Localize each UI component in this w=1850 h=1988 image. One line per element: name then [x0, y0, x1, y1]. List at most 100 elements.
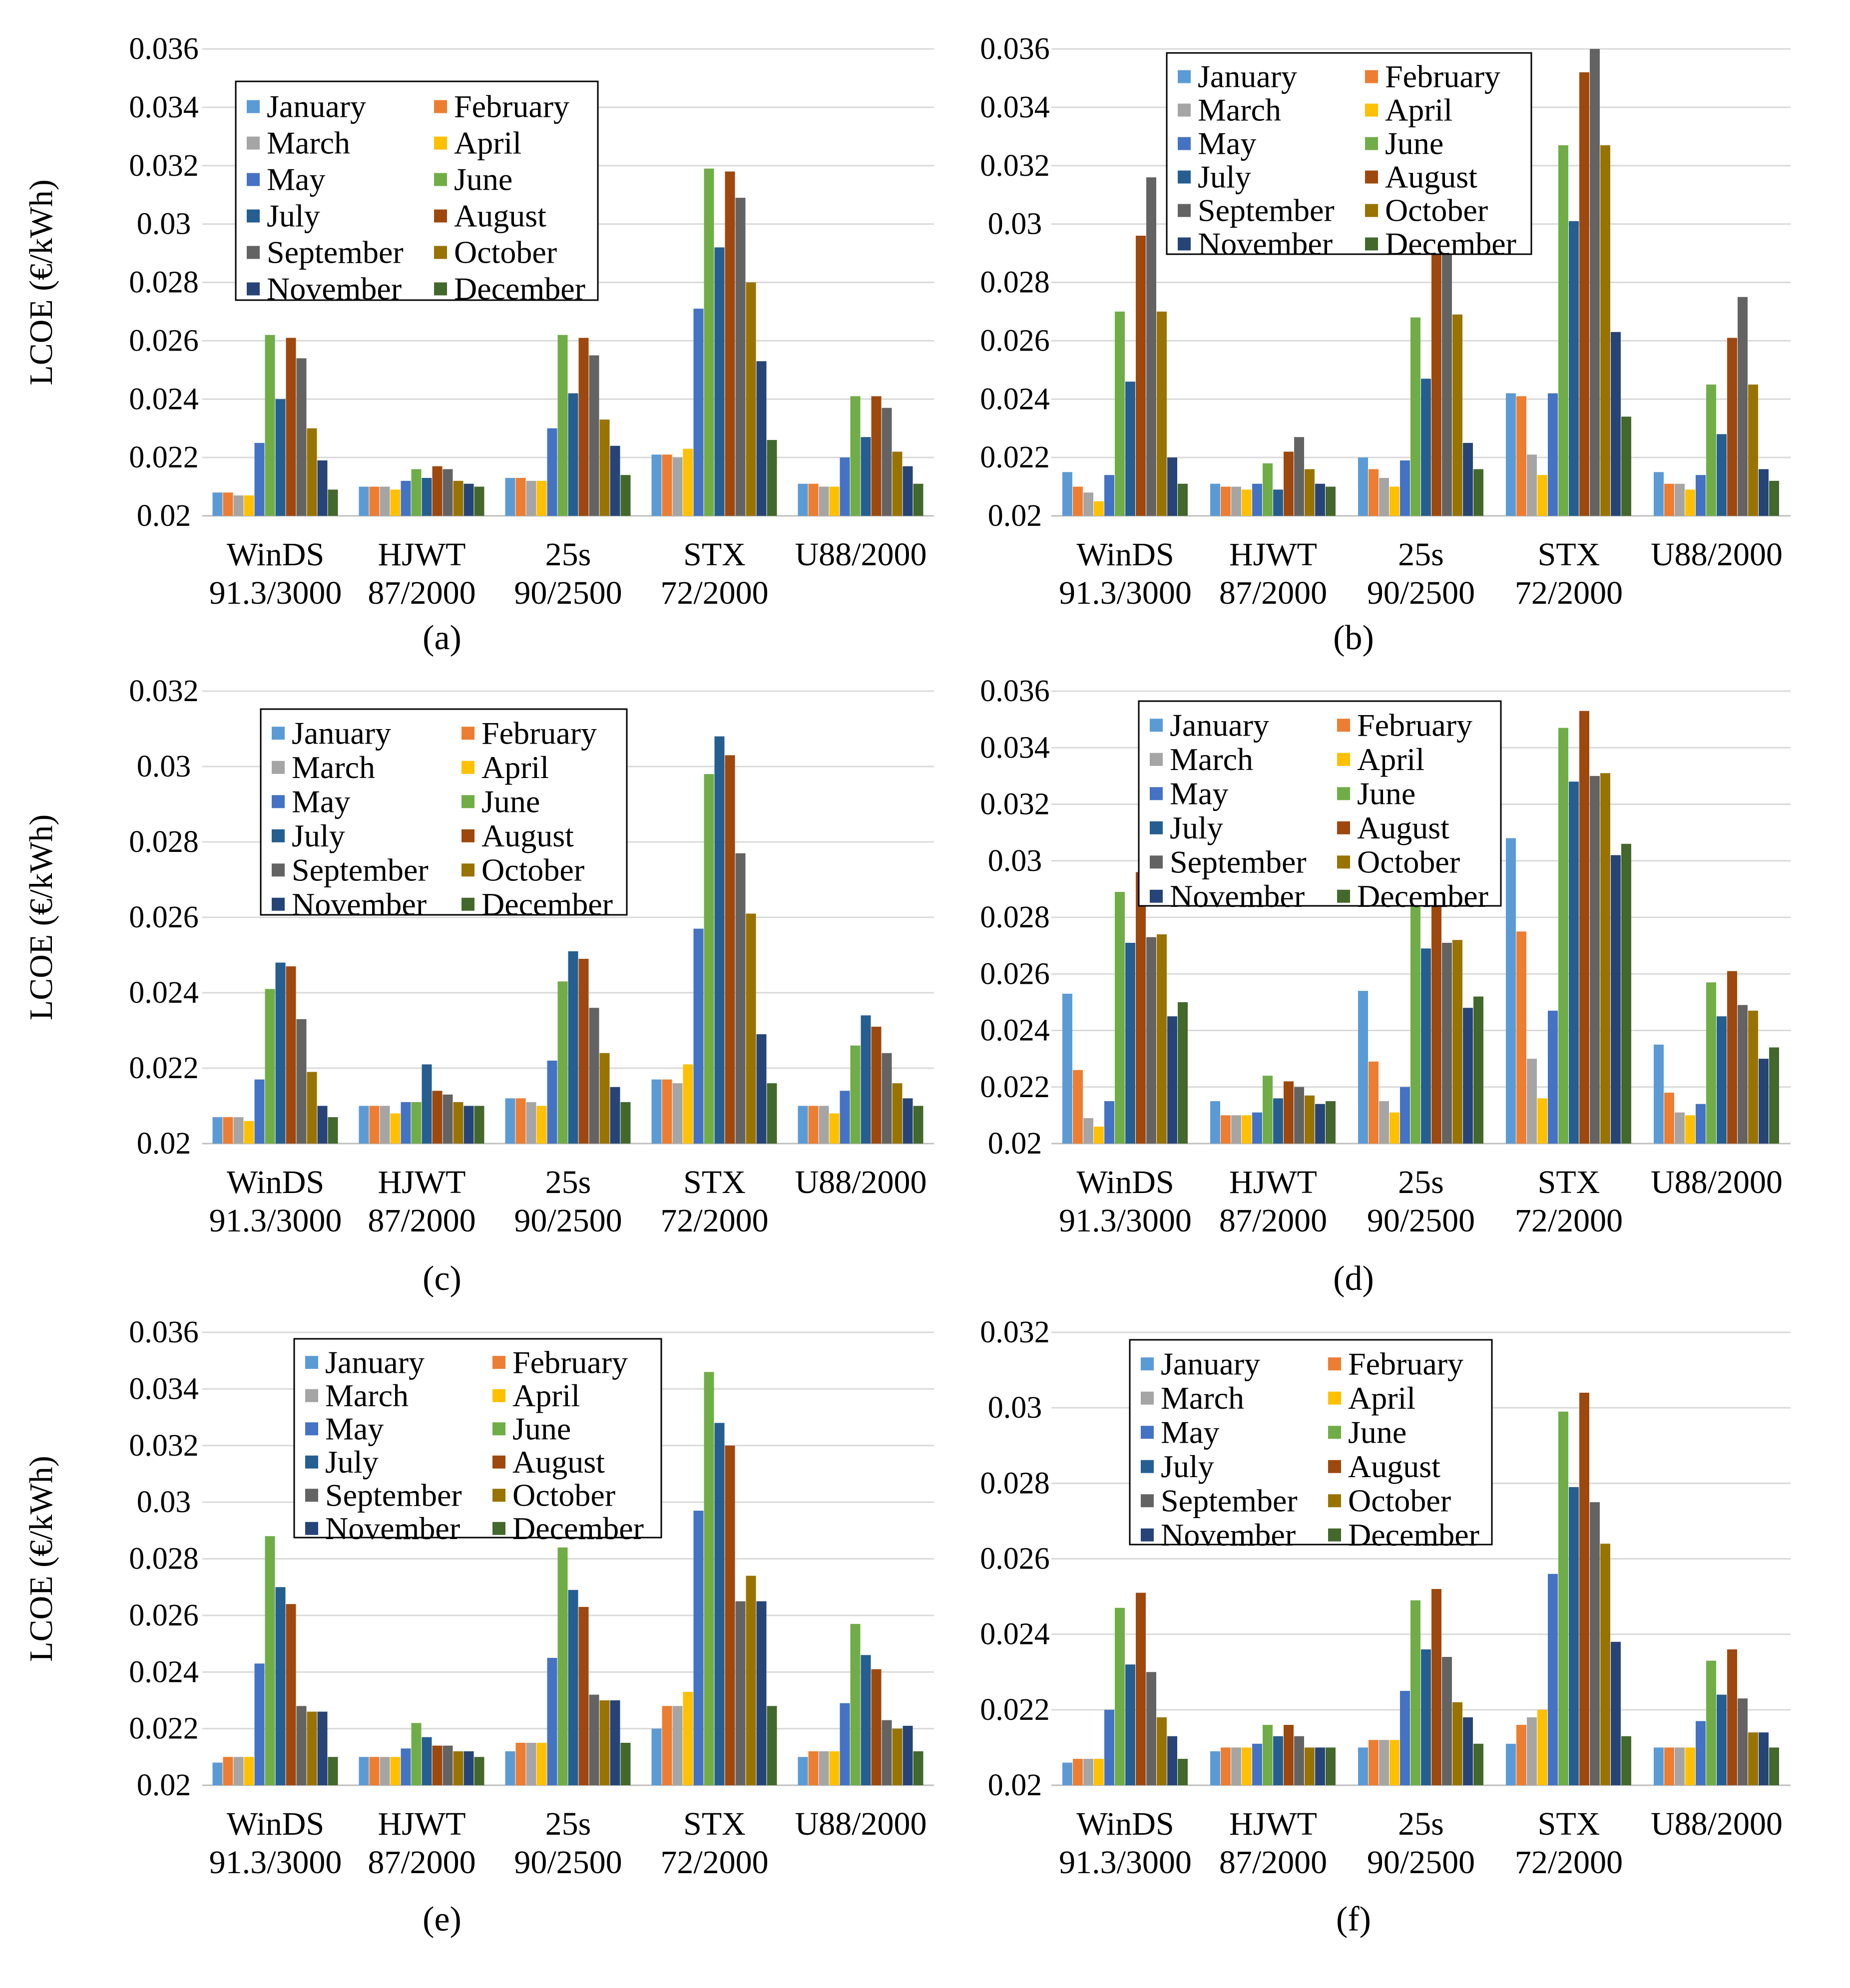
legend-swatch-september [1150, 855, 1163, 869]
bar-march-1 [1083, 492, 1093, 516]
legend-swatch-november [1141, 1528, 1154, 1542]
bar-june-1 [1115, 311, 1125, 516]
y-tick-label: 0.024 [980, 1617, 1050, 1651]
bar-august-3 [578, 1606, 589, 1785]
bar-february-1 [1073, 486, 1083, 516]
legend-label-september: September [1198, 193, 1335, 228]
x-tick-label: HJWT [378, 1806, 466, 1842]
bar-january-5 [1654, 472, 1664, 516]
legend-label-september: September [1161, 1483, 1298, 1518]
bar-october-3 [599, 1053, 610, 1144]
bar-july-3 [1421, 948, 1431, 1144]
bar-march-2 [1231, 486, 1241, 516]
legend-label-july: July [325, 1444, 379, 1480]
bar-february-4 [662, 454, 672, 516]
legend-swatch-november [1178, 237, 1191, 251]
bar-august-1 [1136, 872, 1146, 1144]
bar-september-5 [882, 1053, 892, 1144]
bar-may-1 [1104, 1101, 1114, 1144]
legend-label-july: July [1161, 1449, 1214, 1484]
legend-swatch-july [1178, 170, 1191, 184]
legend-label-july: July [1170, 810, 1223, 845]
bar-june-4 [704, 774, 714, 1144]
y-tick-label: 0.022 [129, 1051, 199, 1085]
bar-november-1 [1167, 1016, 1177, 1144]
bar-july-2 [422, 1737, 432, 1785]
legend-label-november: November [1170, 878, 1305, 914]
bar-november-3 [1463, 1008, 1473, 1144]
bar-august-1 [286, 338, 296, 516]
legend-swatch-january [247, 100, 260, 113]
bar-may-2 [1252, 1112, 1262, 1144]
x-tick-label-line2: 87/2000 [368, 575, 475, 611]
y-tick-label: 0.028 [980, 900, 1050, 934]
bar-june-5 [850, 1623, 861, 1785]
bar-may-4 [693, 309, 704, 516]
bar-december-2 [1326, 1747, 1336, 1785]
legend-label-january: January [1170, 707, 1269, 743]
legend-swatch-april [492, 1389, 505, 1402]
bar-may-1 [1104, 1709, 1114, 1785]
legend-swatch-april [1337, 753, 1350, 766]
bar-april-3 [1389, 1112, 1399, 1144]
bar-november-4 [756, 1034, 767, 1144]
x-tick-label-line2: 91.3/3000 [1059, 575, 1192, 611]
bar-january-3 [1358, 457, 1368, 516]
bar-february-3 [1369, 1740, 1379, 1785]
bar-january-2 [359, 1757, 369, 1785]
x-tick-label-line2: 91.3/3000 [1059, 1844, 1192, 1881]
bar-march-3 [1379, 1101, 1389, 1144]
legend-swatch-december [462, 897, 474, 911]
y-tick-label: 0.022 [129, 1712, 199, 1746]
bar-october-5 [1748, 1010, 1758, 1144]
legend-label-november: November [1161, 1517, 1296, 1553]
bar-october-2 [1305, 469, 1315, 516]
legend-label-february: February [1348, 1346, 1463, 1381]
bar-september-1 [296, 1706, 307, 1785]
bar-december-4 [767, 1706, 777, 1785]
bar-april-5 [1685, 1747, 1695, 1785]
bar-july-2 [422, 1064, 432, 1144]
x-tick-label-line2: 90/2500 [514, 1844, 622, 1881]
bar-december-1 [328, 489, 338, 516]
bar-june-3 [557, 335, 568, 516]
bar-december-4 [1621, 1736, 1631, 1785]
bar-june-2 [1263, 1076, 1273, 1144]
legend-label-july: July [267, 198, 320, 234]
legend-label-april: April [481, 750, 549, 785]
bar-january-4 [1506, 838, 1516, 1144]
bar-august-4 [725, 755, 735, 1144]
legend-swatch-august [1365, 170, 1378, 184]
x-tick-label: STX [1538, 536, 1600, 573]
legend-swatch-september [247, 246, 260, 259]
legend-swatch-december [492, 1522, 505, 1535]
legend-label-march: March [1161, 1380, 1244, 1416]
legend-swatch-january [1178, 70, 1191, 83]
bar-may-5 [840, 457, 850, 516]
y-tick-label: 0.028 [129, 266, 199, 300]
legend-swatch-november [247, 282, 260, 296]
y-tick-label: 0.036 [129, 1315, 199, 1349]
y-tick-label: 0.026 [980, 1542, 1050, 1576]
legend-swatch-may [1178, 137, 1191, 150]
legend-swatch-may [305, 1422, 318, 1436]
panel-caption: (a) [423, 619, 462, 657]
bar-november-3 [610, 1087, 620, 1144]
x-tick-label-line2: 90/2500 [1367, 1202, 1475, 1239]
bar-april-4 [683, 448, 693, 516]
bar-july-3 [1421, 379, 1431, 516]
legend: January February March April May June July Augu… [235, 80, 599, 307]
x-tick-label: STX [683, 536, 746, 573]
bar-june-3 [1410, 317, 1420, 516]
bar-may-3 [1400, 460, 1410, 516]
bar-january-3 [505, 1751, 515, 1785]
legend-label-august: August [512, 1444, 605, 1480]
legend-box [260, 708, 628, 916]
bar-june-1 [1115, 892, 1125, 1144]
x-tick-label: U88/2000 [1651, 1806, 1783, 1842]
bar-may-4 [1548, 1574, 1558, 1785]
legend-swatch-december [1337, 889, 1350, 903]
x-tick-label: WinDS [1076, 1806, 1174, 1842]
bar-august-4 [1579, 1392, 1589, 1785]
y-tick-label: 0.024 [980, 1014, 1050, 1048]
